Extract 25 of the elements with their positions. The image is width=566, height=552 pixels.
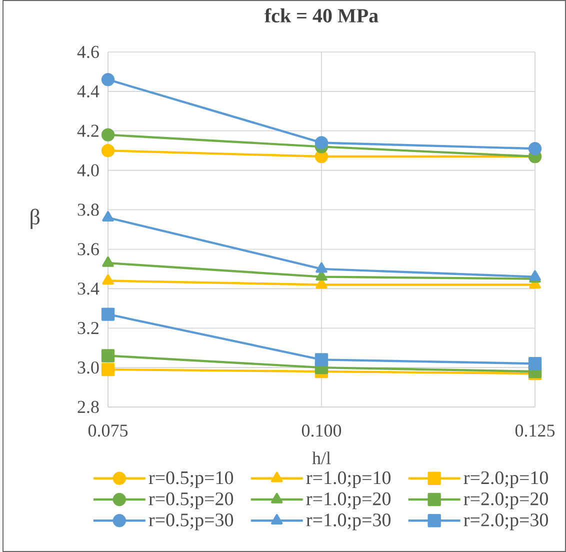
legend-label: r=0.5;p=30 (148, 514, 234, 530)
y-tick-label: 4.4 (77, 85, 100, 98)
legend-label: r=1.0;p=30 (306, 514, 391, 530)
x-tick-label: 0.075 (88, 424, 128, 437)
y-tick-label: 3.4 (78, 282, 100, 295)
legend-label: r=2.0;p=20 (464, 492, 548, 510)
y-tick-label: 2.8 (78, 400, 99, 414)
y-tick-label: 4.0 (77, 164, 99, 176)
x-tick-label: 0.125 (515, 424, 555, 437)
legend-label: r=0.5;p=20 (148, 492, 234, 510)
legend-label: r=2.0;p=10 (464, 471, 548, 488)
y-tick-label: 3.2 (78, 322, 98, 334)
x-tick-label: 0.100 (302, 424, 342, 437)
chart-title: fck = 40 MPa (264, 8, 378, 23)
legend-label: r=2.0;p=30 (464, 514, 548, 530)
y-tick-label: 4.6 (77, 46, 99, 58)
y-tick-label: 4.2 (77, 124, 98, 137)
legend-label: r=0.5;p=10 (148, 471, 234, 488)
y-axis-title: β (30, 208, 40, 229)
x-axis-title: h/l (312, 452, 331, 464)
legend-label: r=1.0;p=20 (306, 492, 391, 510)
y-tick-label: 3.6 (78, 243, 99, 256)
y-tick-label: 3.8 (78, 204, 99, 216)
legend-label: r=1.0;p=10 (306, 471, 391, 488)
y-tick-label: 3.0 (78, 361, 99, 374)
